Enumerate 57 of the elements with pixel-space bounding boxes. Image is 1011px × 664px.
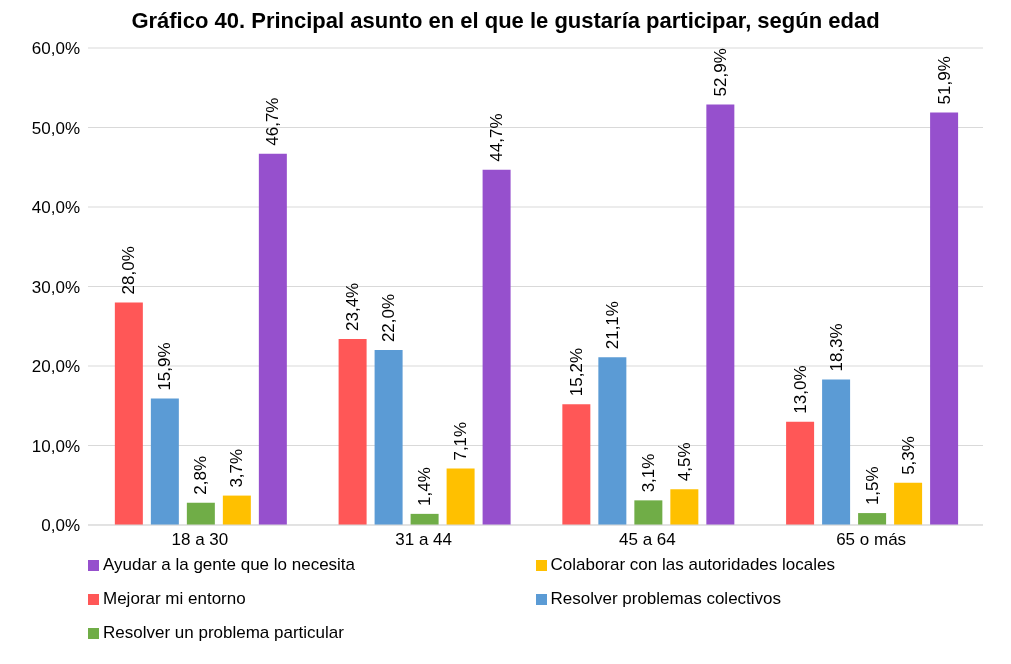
x-tick-label: 65 o más — [836, 530, 907, 550]
bar — [258, 153, 287, 525]
bar — [338, 338, 367, 525]
data-label: 15,9% — [155, 342, 175, 391]
bar — [706, 104, 735, 525]
bar — [670, 489, 699, 525]
bar — [186, 502, 215, 525]
bar — [562, 404, 591, 525]
legend-label: Mejorar mi entorno — [103, 589, 246, 609]
data-label: 1,5% — [862, 466, 882, 506]
bar — [150, 398, 179, 525]
legend-label: Ayudar a la gente que lo necesita — [103, 555, 356, 575]
bar — [822, 379, 851, 525]
bar — [374, 350, 403, 525]
y-tick-label: 60,0% — [31, 39, 80, 59]
bar — [930, 112, 959, 525]
data-label: 44,7% — [487, 113, 507, 162]
y-tick-label: 40,0% — [31, 198, 80, 218]
legend-label: Resolver un problema particular — [103, 623, 344, 643]
y-tick-label: 0,0% — [41, 516, 80, 536]
data-label: 5,3% — [898, 436, 918, 475]
data-label: 46,7% — [263, 97, 283, 146]
data-label: 2,8% — [191, 455, 211, 495]
data-label: 28,0% — [119, 246, 139, 295]
data-label: 7,1% — [451, 421, 471, 461]
bar — [482, 169, 511, 525]
y-tick-label: 10,0% — [31, 436, 80, 456]
data-label: 51,9% — [934, 56, 954, 105]
bar — [598, 357, 627, 525]
data-label: 13,0% — [790, 365, 810, 414]
data-label: 15,2% — [566, 347, 586, 397]
x-tick-label: 18 a 30 — [171, 530, 229, 550]
bar — [446, 468, 475, 525]
data-label: 22,0% — [379, 293, 399, 343]
bar — [634, 500, 663, 525]
bar — [858, 513, 887, 525]
legend-label: Colaborar con las autoridades locales — [550, 555, 835, 575]
y-tick-label: 50,0% — [31, 118, 80, 138]
x-tick-label: 31 a 44 — [395, 530, 452, 550]
x-tick-label: 45 a 64 — [619, 530, 676, 550]
data-label: 4,5% — [674, 442, 694, 482]
data-label: 18,3% — [826, 323, 846, 372]
data-label: 3,1% — [638, 453, 658, 493]
y-tick-label: 20,0% — [31, 357, 80, 377]
y-tick-label: 30,0% — [31, 277, 80, 297]
bar — [786, 421, 815, 525]
data-label: 21,1% — [602, 301, 622, 350]
data-label: 3,7% — [227, 448, 247, 488]
data-label: 23,4% — [343, 282, 363, 331]
data-label: 52,9% — [710, 48, 730, 97]
data-label: 1,4% — [415, 467, 435, 506]
legend-label: Resolver problemas colectivos — [550, 589, 782, 609]
bar — [410, 513, 439, 525]
chart-title: Gráfico 40. Principal asunto en el que le gustaría participar, según edad — [130, 8, 881, 34]
bar — [114, 302, 143, 525]
bar — [894, 482, 923, 525]
bar — [222, 495, 251, 525]
